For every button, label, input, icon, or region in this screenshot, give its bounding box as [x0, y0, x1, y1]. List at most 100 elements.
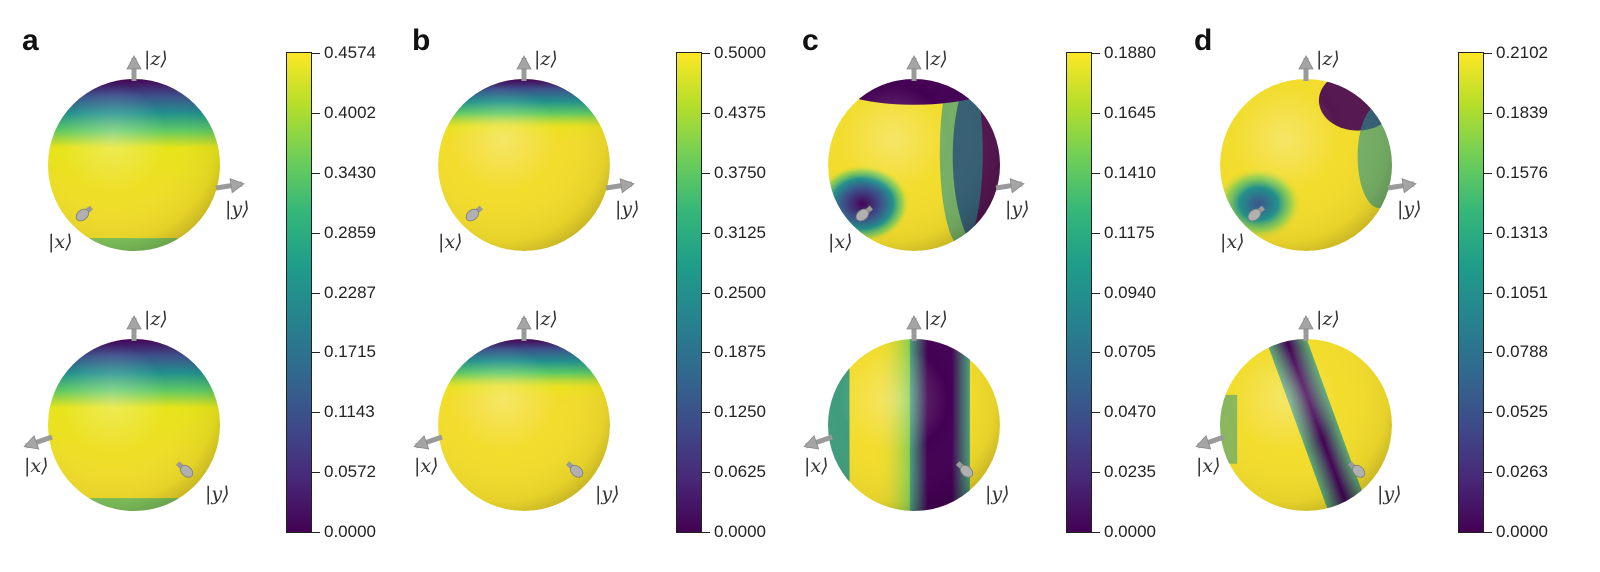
x-axis-label: |x⟩ [438, 231, 463, 253]
colorbar-tick [1484, 352, 1492, 354]
sphere-pair: |z⟩ |y⟩ |x⟩ |z⟩ |x⟩ |y⟩ [413, 48, 640, 511]
z-axis-label: |z⟩ [144, 48, 168, 70]
x-axis-arrow [23, 434, 53, 450]
panel-b: b |z⟩ |y⟩ |x⟩ |z⟩ |x⟩ |y⟩ 0.0000 0.0625 0.1250 0.1… [390, 0, 790, 572]
bloch-sphere [48, 339, 220, 511]
panel-label: b [412, 24, 431, 57]
colorbar-tick-label: 0.0000 [714, 522, 766, 541]
colorbar-tick [312, 232, 320, 234]
colorbar-tick-label: 0.0470 [1104, 402, 1156, 422]
x-axis-label: |x⟩ [1220, 231, 1245, 253]
colorbar [286, 52, 312, 533]
colorbar-tick [312, 472, 320, 474]
bloch-sphere [48, 79, 220, 251]
colorbar-tick-label: 0.1175 [1104, 222, 1155, 242]
y-axis-label: |y⟩ [205, 483, 230, 505]
x-axis-arrow [855, 205, 874, 222]
colorbar-tick-label: 0.2859 [324, 222, 376, 242]
colorbar-tick [702, 532, 710, 533]
colorbar-tick-label: 0.0940 [1104, 282, 1156, 302]
colorbar-tick-label: 0.0000 [1496, 522, 1548, 541]
sphere-pair: |z⟩ |y⟩ |x⟩ |z⟩ |x⟩ |y⟩ [1195, 48, 1422, 511]
colorbar-tick [1092, 172, 1100, 174]
y-axis-arrow [1387, 178, 1417, 194]
z-axis-label: |z⟩ [1316, 308, 1340, 330]
x-axis-label: |x⟩ [828, 231, 853, 253]
colorbar-tick-label: 0.1880 [1104, 43, 1156, 62]
colorbar-tick-label: 0.0000 [324, 522, 376, 541]
panel-d: d |z⟩ |y⟩ |x⟩ |z⟩ |x⟩ |y⟩ 0.0000 0.0263 0.0525 0.0… [1172, 0, 1572, 572]
z-axis-arrow [126, 315, 142, 341]
colorbar-tick-label: 0.0000 [1104, 522, 1156, 541]
colorbar-tick-label: 0.1645 [1104, 102, 1156, 122]
colorbar-tick-label: 0.3750 [714, 162, 766, 182]
colorbar-tick [1484, 112, 1492, 114]
colorbar-tick [702, 412, 710, 414]
bloch-sphere [438, 79, 610, 251]
colorbar-tick-label: 0.1143 [324, 402, 375, 422]
colorbar-tick-label: 0.1051 [1496, 282, 1548, 302]
y-axis-label: |y⟩ [225, 198, 250, 220]
z-axis-arrow [126, 55, 142, 81]
panel-a: a |z⟩ |y⟩ |x⟩ |z⟩ |x⟩ |y⟩ 0.0000 0.0572 0.1143 0.1… [0, 0, 400, 572]
colorbar-tick [1092, 232, 1100, 234]
colorbar-tick-label: 0.2500 [714, 282, 766, 302]
colorbar-tick-label: 0.4574 [324, 43, 376, 62]
colorbar-tick [1484, 292, 1492, 294]
colorbar-tick-label: 0.3430 [324, 162, 376, 182]
colorbar-tick [1092, 472, 1100, 474]
colorbar-tick-label: 0.0625 [714, 462, 766, 482]
colorbar-tick [1092, 352, 1100, 354]
colorbar [1066, 52, 1092, 533]
z-axis-label: |z⟩ [144, 308, 168, 330]
colorbar-tick [1484, 53, 1492, 54]
colorbar-tick [702, 292, 710, 294]
colorbar-tick-label: 0.1410 [1104, 162, 1156, 182]
colorbar-tick [1484, 472, 1492, 474]
colorbar-tick-label: 0.2287 [324, 282, 376, 302]
bloch-sphere [828, 79, 1000, 251]
z-axis-label: |z⟩ [534, 48, 558, 70]
panel-c: c |z⟩ |y⟩ |x⟩ |z⟩ |x⟩ |y⟩ 0.0000 0.0235 0.0470 0.0… [780, 0, 1180, 572]
colorbar-tick [312, 532, 320, 533]
colorbar [1458, 52, 1484, 533]
z-axis-arrow [906, 55, 922, 81]
y-axis-label: |y⟩ [615, 198, 640, 220]
colorbar-tick-label: 0.1715 [324, 342, 376, 362]
z-axis-arrow [906, 315, 922, 341]
bloch-sphere [1220, 79, 1392, 251]
y-axis-arrow [605, 178, 635, 194]
y-axis-label: |y⟩ [595, 483, 620, 505]
x-axis-arrow [1195, 434, 1225, 450]
y-axis-arrow [1347, 461, 1366, 478]
x-axis-arrow [413, 434, 443, 450]
z-axis-arrow [516, 55, 532, 81]
bloch-sphere [828, 339, 1000, 511]
y-axis-label: |y⟩ [1397, 198, 1422, 220]
colorbar-tick [312, 352, 320, 354]
colorbar-tick-label: 0.2102 [1496, 43, 1548, 62]
colorbar-tick [1484, 412, 1492, 414]
colorbar-tick-label: 0.0572 [324, 462, 376, 482]
y-axis-arrow [215, 178, 245, 194]
colorbar-tick [312, 112, 320, 114]
z-axis-label: |z⟩ [924, 48, 948, 70]
colorbar-tick-label: 0.1313 [1496, 222, 1548, 242]
colorbar-tick [702, 172, 710, 174]
colorbar-tick-label: 0.0705 [1104, 342, 1156, 362]
sphere-pair: |z⟩ |y⟩ |x⟩ |z⟩ |x⟩ |y⟩ [803, 48, 1030, 511]
bloch-sphere [438, 339, 610, 511]
colorbar-tick [702, 232, 710, 234]
y-axis-arrow [955, 461, 974, 478]
colorbar-tick-label: 0.1875 [714, 342, 766, 362]
sphere-pair: |z⟩ |y⟩ |x⟩ |z⟩ |x⟩ |y⟩ [23, 48, 250, 511]
colorbar-tick-label: 0.4375 [714, 102, 766, 122]
z-axis-label: |z⟩ [1316, 48, 1340, 70]
colorbar-tick-label: 0.0263 [1496, 462, 1548, 482]
colorbar-tick [702, 112, 710, 114]
y-axis-label: |y⟩ [985, 483, 1010, 505]
y-axis-label: |y⟩ [1005, 198, 1030, 220]
colorbar-tick-label: 0.0788 [1496, 342, 1548, 362]
colorbar-tick [312, 172, 320, 174]
z-axis-arrow [1298, 315, 1314, 341]
